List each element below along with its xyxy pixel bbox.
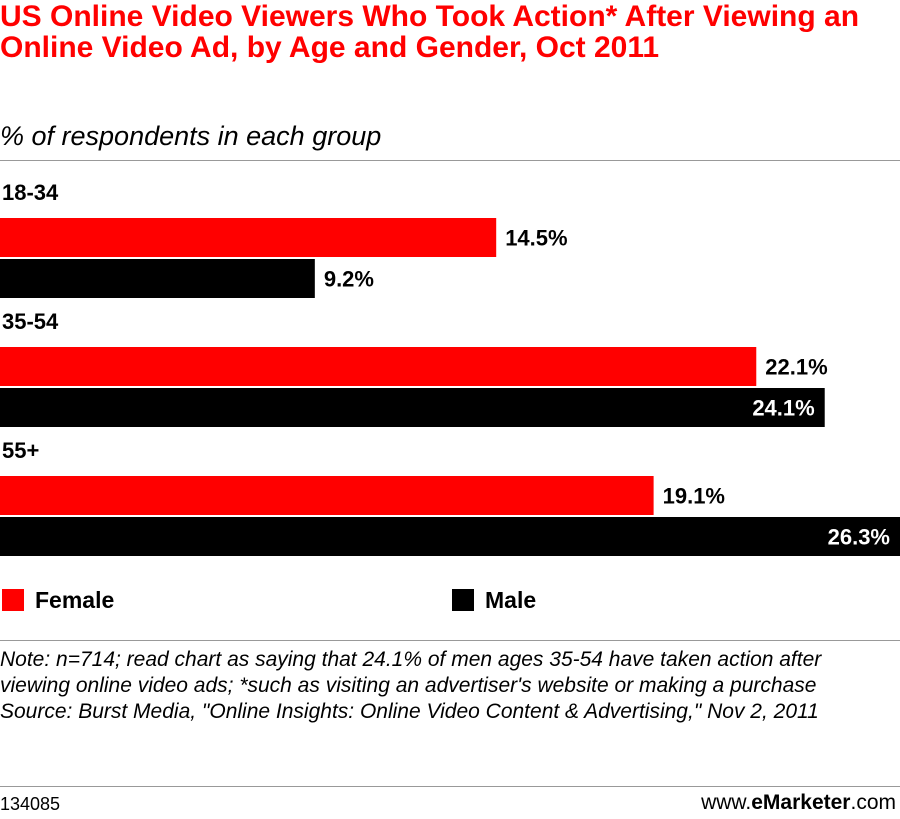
category-label-55+: 55+ <box>2 438 39 463</box>
legend-male: Male <box>452 586 537 613</box>
legend-female-label: Female <box>35 586 115 613</box>
legend-male-label: Male <box>485 586 537 613</box>
chart-subtitle: % of respondents in each group <box>0 121 382 151</box>
bar-male-55+ <box>0 517 900 556</box>
notes-divider <box>0 640 900 641</box>
emarketer-logo: www.eMarketer.com <box>701 790 896 816</box>
category-label-35-54: 35-54 <box>2 309 59 334</box>
source-text: Source: Burst Media, "Online Insights: O… <box>0 700 819 723</box>
value-label-female-35-54: 22.1% <box>765 355 827 380</box>
brand-name: eMarketer <box>751 791 851 814</box>
bar-male-18-34 <box>0 259 315 298</box>
footer-divider <box>0 786 900 787</box>
bar-female-55+ <box>0 476 654 515</box>
top-divider <box>0 160 900 161</box>
note-text: Note: n=714; read chart as saying that 2… <box>0 648 822 697</box>
chart-id: 134085 <box>0 794 61 814</box>
legend-male-swatch <box>452 589 474 611</box>
notes-block: Note: n=714; read chart as saying that 2… <box>0 647 895 725</box>
bar-female-35-54 <box>0 347 757 386</box>
value-label-male-18-34: 9.2% <box>324 267 374 292</box>
bar-female-18-34 <box>0 218 497 257</box>
brand-suffix: .com <box>850 791 896 814</box>
chart-title: US Online Video Viewers Who Took Action*… <box>0 0 860 64</box>
value-label-male-35-54: 24.1% <box>752 396 814 421</box>
value-label-male-55+: 26.3% <box>828 525 890 550</box>
value-label-female-55+: 19.1% <box>663 484 725 509</box>
legend-female: Female <box>2 586 115 613</box>
legend-female-swatch <box>2 589 24 611</box>
brand-prefix: www. <box>701 791 752 814</box>
value-label-female-18-34: 14.5% <box>505 226 567 251</box>
bar-male-35-54 <box>0 388 825 427</box>
bar-chart: 18-34 14.5% 9.2% 35-54 22.1% 24.1% 55+ 19.1% 26.… <box>0 180 900 556</box>
category-label-18-34: 18-34 <box>2 180 59 205</box>
